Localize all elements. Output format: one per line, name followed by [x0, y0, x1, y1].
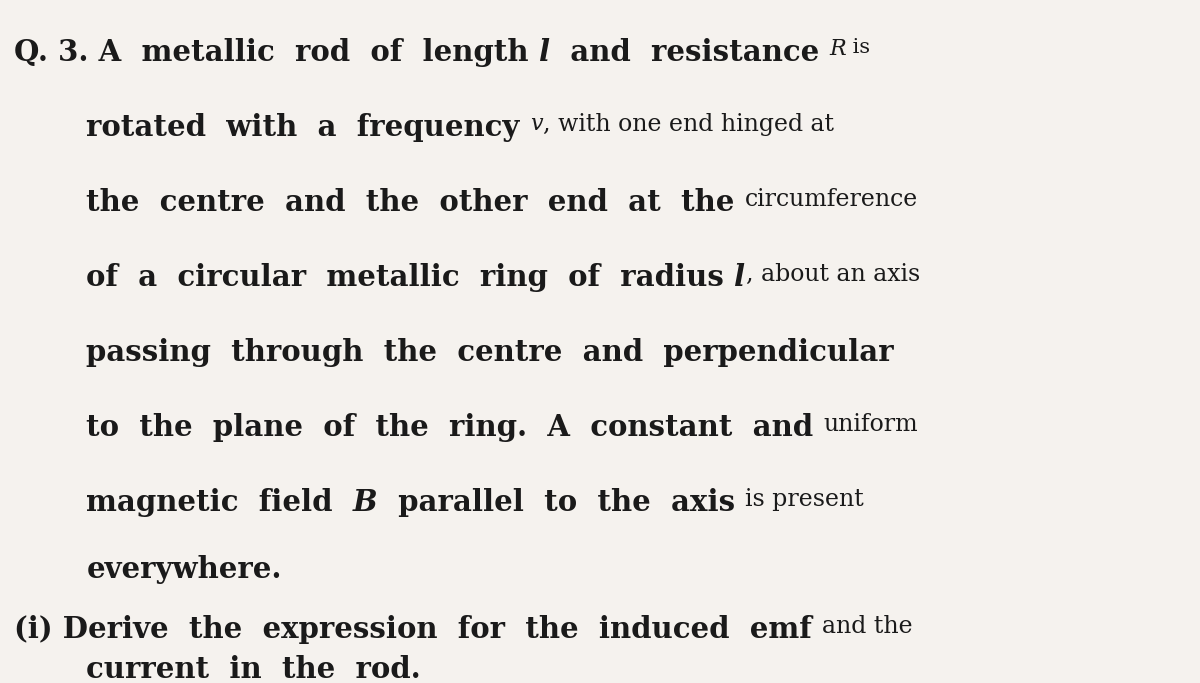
Text: everywhere.: everywhere. [86, 555, 282, 584]
Text: parallel  to  the  axis: parallel to the axis [378, 488, 745, 517]
Text: is: is [846, 38, 870, 57]
Text: B: B [353, 488, 378, 517]
Text: v: v [530, 113, 542, 135]
Text: uniform: uniform [823, 413, 918, 436]
Text: and  resistance: and resistance [550, 38, 829, 67]
Text: to  the  plane  of  the  ring.  A  constant  and: to the plane of the ring. A constant and [86, 413, 823, 442]
Text: Q. 3. A  metallic  rod  of  length: Q. 3. A metallic rod of length [14, 38, 539, 67]
Text: is present: is present [745, 488, 864, 511]
Text: the  centre  and  the  other  end  at  the: the centre and the other end at the [86, 188, 745, 217]
Text: and the: and the [822, 615, 913, 638]
Text: , with one end hinged: , with one end hinged [542, 113, 803, 136]
Text: at: at [803, 113, 834, 136]
Text: circumference: circumference [745, 188, 918, 211]
Text: l: l [539, 38, 550, 67]
Text: of  a  circular  metallic  ring  of  radius: of a circular metallic ring of radius [86, 263, 734, 292]
Text: rotated  with  a  frequency: rotated with a frequency [86, 113, 530, 142]
Text: (i) Derive  the  expression  for  the  induced  emf: (i) Derive the expression for the induce… [14, 615, 822, 644]
Text: , about an axis: , about an axis [745, 263, 919, 286]
Text: magnetic  field: magnetic field [86, 488, 353, 517]
Text: l: l [734, 263, 745, 292]
Text: current  in  the  rod.: current in the rod. [86, 655, 421, 683]
Text: R: R [829, 38, 846, 60]
Text: passing  through  the  centre  and  perpendicular: passing through the centre and perpendic… [86, 338, 894, 367]
